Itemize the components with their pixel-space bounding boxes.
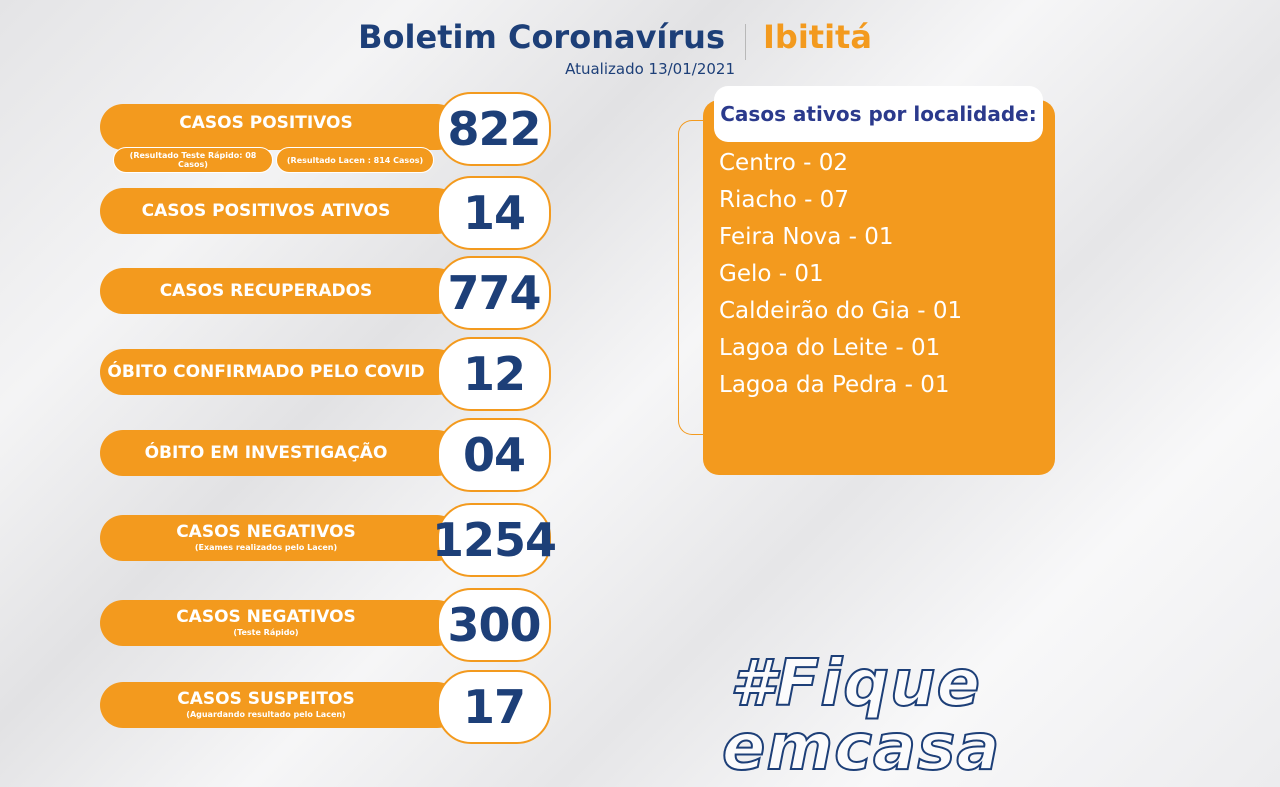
- stat-pill: [100, 349, 460, 395]
- stat-value: 300: [437, 588, 551, 662]
- updated-date: Atualizado 13/01/2021: [565, 60, 735, 78]
- stat-value: 774: [437, 256, 551, 330]
- stat-row: CASOS POSITIVOS (Resultado Teste Rápido: …: [0, 87, 560, 173]
- stat-note: (Resultado Lacen : 814 Casos): [276, 147, 434, 173]
- stat-label: CASOS RECUPERADOS: [159, 281, 373, 301]
- stat-label: CASOS NEGATIVOS: [176, 522, 356, 542]
- stat-pill: [100, 104, 460, 150]
- stat-value: 1254: [432, 503, 557, 577]
- stat-sublabel: (Aguardando resultado pelo Lacen): [186, 710, 346, 719]
- localities-title: Casos ativos por localidade:: [714, 86, 1043, 142]
- locality: Feira Nova - 01: [719, 224, 894, 250]
- stat-row: ÓBITO CONFIRMADO PELO COVID 12: [0, 332, 560, 412]
- locality: Lagoa do Leite - 01: [719, 335, 941, 361]
- stat-row: ÓBITO EM INVESTIGAÇÃO 04: [0, 413, 560, 493]
- locality: Riacho - 07: [719, 187, 849, 213]
- stat-label: CASOS POSITIVOS: [179, 113, 353, 133]
- stat-value: 17: [437, 670, 551, 744]
- stat-row: CASOS NEGATIVOS (Exames realizados pelo L…: [0, 498, 560, 578]
- stat-value: 12: [437, 337, 551, 411]
- stat-label: CASOS POSITIVOS ATIVOS: [141, 201, 391, 221]
- stat-pill: [100, 430, 460, 476]
- stat-pill: [100, 188, 460, 234]
- stat-value: 04: [437, 418, 551, 492]
- stat-sublabel: (Teste Rápido): [233, 628, 299, 637]
- stat-pill: [100, 515, 460, 561]
- stat-pill: [100, 682, 460, 728]
- bracket: [678, 120, 709, 435]
- locality: Centro - 02: [719, 150, 849, 176]
- stat-note: (Resultado Teste Rápido: 08 Casos): [113, 147, 273, 173]
- locality: Lagoa da Pedra - 01: [719, 372, 950, 398]
- locality: Gelo - 01: [719, 261, 824, 287]
- hashtag-line: emcasa: [721, 711, 1001, 785]
- separator: [745, 24, 746, 60]
- stat-row: CASOS NEGATIVOS (Teste Rápido) 300: [0, 583, 560, 663]
- title: Boletim Coronavírus: [358, 18, 725, 56]
- stat-label: CASOS NEGATIVOS: [176, 607, 356, 627]
- stat-row: CASOS RECUPERADOS 774: [0, 251, 560, 331]
- stat-label: ÓBITO EM INVESTIGAÇÃO: [144, 443, 388, 463]
- stat-label: ÓBITO CONFIRMADO PELO COVID: [107, 362, 425, 382]
- city: Ibititá: [763, 18, 872, 56]
- stat-pill: [100, 268, 460, 314]
- stat-value: 822: [437, 92, 551, 166]
- stat-pill: [100, 600, 460, 646]
- hashtag-line: #Fique: [729, 647, 981, 721]
- stat-row: CASOS SUSPEITOS (Aguardando resultado pel…: [0, 665, 560, 745]
- localities-box: [703, 100, 1055, 475]
- stat-row: CASOS POSITIVOS ATIVOS 14: [0, 171, 560, 251]
- locality: Caldeirão do Gia - 01: [719, 298, 963, 324]
- stat-value: 14: [437, 176, 551, 250]
- stat-label: CASOS SUSPEITOS: [177, 689, 355, 709]
- stat-sublabel: (Exames realizados pelo Lacen): [194, 543, 338, 552]
